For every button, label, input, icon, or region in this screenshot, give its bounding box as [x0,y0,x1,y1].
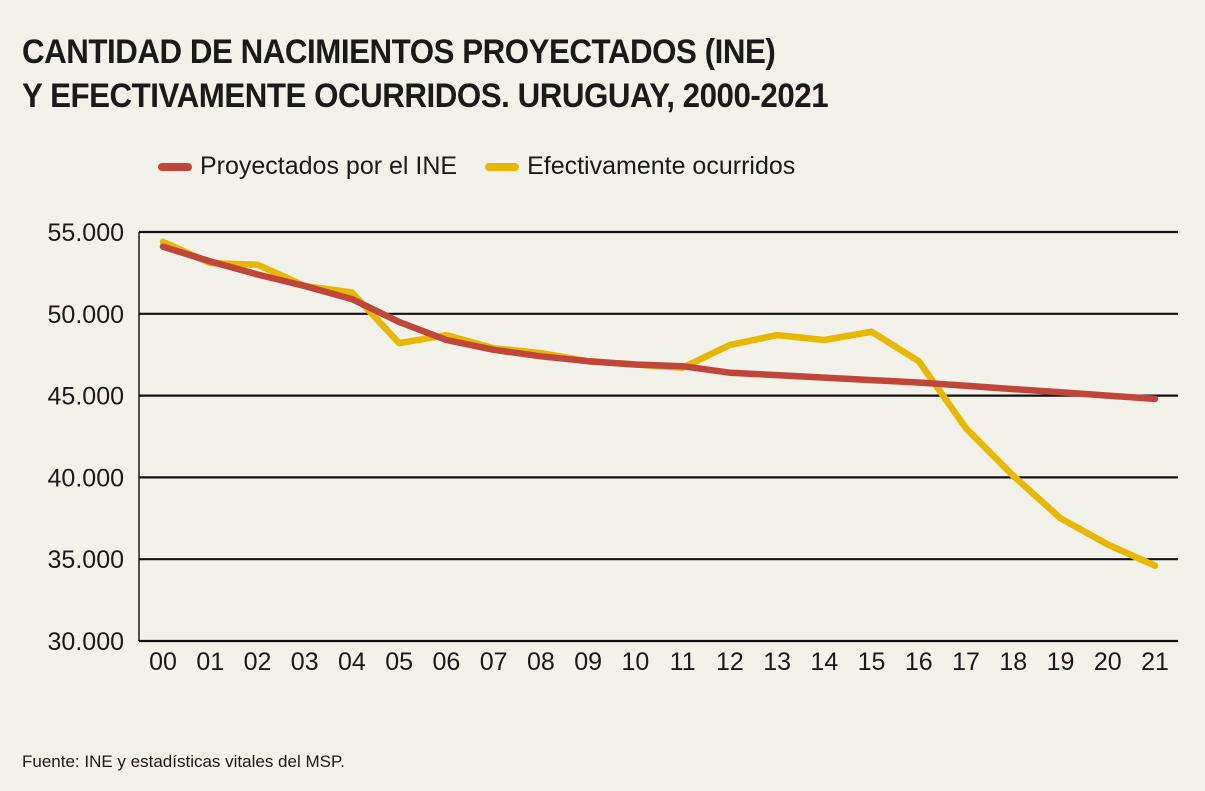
legend: Proyectados por el INE Efectivamente ocu… [158,152,823,181]
x-tick-label: 09 [574,648,602,676]
x-tick-label: 03 [291,648,319,676]
y-tick-label: 45.000 [48,383,124,411]
series-line-proyectados [159,243,1159,403]
x-tick-label: 01 [196,648,224,676]
x-tick-label: 18 [999,648,1027,676]
x-tick-label: 17 [952,648,980,676]
source-note: Fuente: INE y estadísticas vitales del M… [22,752,345,771]
legend-swatch-proyectados [158,162,192,171]
y-tick-label: 40.000 [48,464,124,492]
legend-label-ocurridos: Efectivamente ocurridos [527,152,796,180]
y-tick-label: 30.000 [48,628,124,656]
x-tick-label: 00 [149,648,177,676]
y-tick-label: 55.000 [48,219,124,247]
x-tick-label: 10 [621,648,649,676]
chart-title-line-1: CANTIDAD DE NACIMIENTOS PROYECTADOS (INE… [22,33,776,71]
x-tick-label: 14 [810,648,838,676]
x-tick-label: 16 [905,648,933,676]
x-tick-label: 20 [1094,648,1122,676]
x-tick-label: 06 [433,648,461,676]
legend-item-proyectados: Proyectados por el INE [158,152,457,181]
x-tick-label: 04 [338,648,366,676]
legend-label-proyectados: Proyectados por el INE [200,152,458,180]
x-tick-label: 12 [716,648,744,676]
x-tick-label: 05 [385,648,413,676]
chart-title-line-2: Y EFECTIVAMENTE OCURRIDOS. URUGUAY, 2000… [22,77,829,115]
x-tick-label: 13 [763,648,791,676]
y-tick-label: 35.000 [48,546,124,574]
legend-swatch-ocurridos [485,162,520,171]
x-tick-label: 07 [480,648,508,676]
x-tick-label: 15 [858,648,886,676]
x-tick-label: 21 [1141,648,1169,676]
x-tick-label: 08 [527,648,555,676]
chart-title: CANTIDAD DE NACIMIENTOS PROYECTADOS (INE… [22,30,829,118]
y-tick-label: 50.000 [48,301,124,329]
legend-item-ocurridos: Efectivamente ocurridos [485,152,795,181]
x-tick-label: 19 [1047,648,1075,676]
x-tick-label: 02 [244,648,272,676]
x-tick-label: 11 [670,648,696,676]
